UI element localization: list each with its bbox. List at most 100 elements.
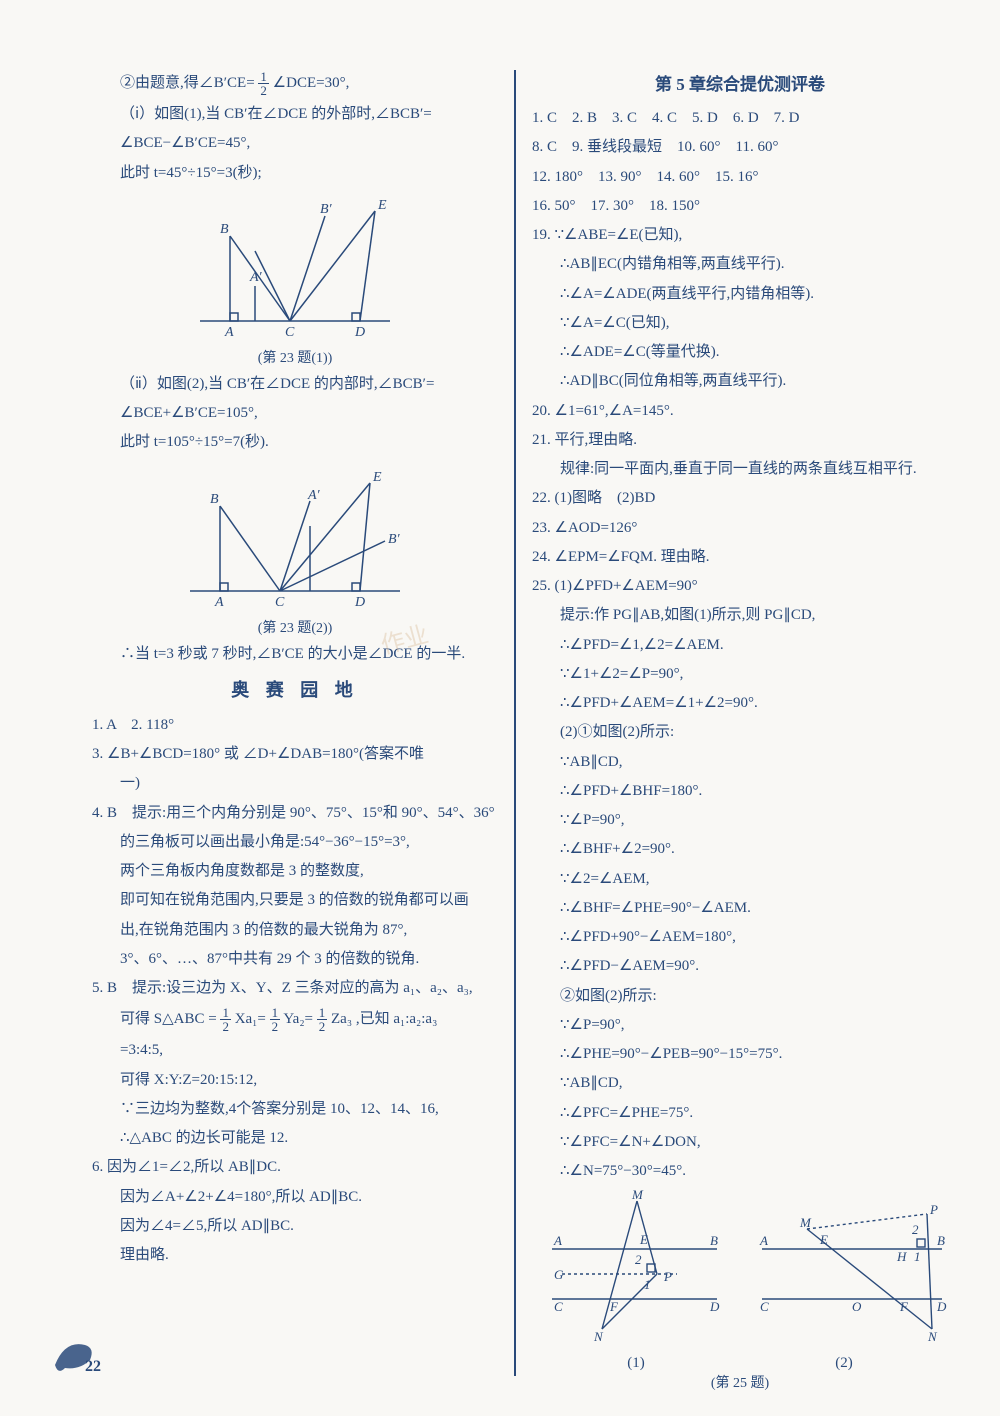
text-line: 4. B 提示:用三个内角分别是 90°、75°、15°和 90°、54°、36…	[92, 802, 498, 825]
text-line: 可得 X:Y:Z=20:15:12,	[92, 1069, 498, 1092]
label: E	[819, 1232, 828, 1247]
text: 可得 S△ABC =	[120, 1011, 217, 1027]
label: C	[275, 595, 285, 610]
label: P	[929, 1202, 938, 1217]
text-line: 3°、6°、…、87°中共有 29 个 3 的倍数的锐角.	[92, 948, 498, 971]
text: Za₃ ,已知 a₁:a₂:a₃	[331, 1011, 437, 1027]
text-line: 可得 S△ABC = 12 Xa₁= 12 Ya₂= 12 Za₃ ,已知 a₁…	[92, 1006, 498, 1033]
text-line: ∴∠PFD+∠BHF=180°.	[532, 780, 948, 803]
text-line: 23. ∠AOD=126°	[532, 517, 948, 540]
label: 1	[644, 1277, 651, 1292]
label: D	[936, 1299, 947, 1314]
right-column: 第 5 章综合提优测评卷 1. C 2. B 3. C 4. C 5. D 6.…	[520, 70, 960, 1376]
text-line: 5. B 提示:设三边为 X、Y、Z 三条对应的高为 a₁、a₂、a₃,	[92, 977, 498, 1000]
text-line: ∴∠A=∠ADE(两直线平行,内错角相等).	[532, 283, 948, 306]
label: F	[899, 1299, 909, 1314]
label: C	[760, 1299, 769, 1314]
figure-23-2: A A′ B B′ C D E	[170, 461, 420, 611]
frac-den: 2	[317, 1020, 328, 1033]
label: N	[927, 1329, 938, 1344]
text-line: ∵∠P=90°,	[532, 809, 948, 832]
text-line: ∴∠N=75°−30°=45°.	[532, 1160, 948, 1183]
label: B′	[320, 202, 333, 217]
text-line: ∴AD∥BC(同位角相等,两直线平行).	[532, 370, 948, 393]
text-line: 22. (1)图略 (2)BD	[532, 487, 948, 510]
label: B	[220, 222, 229, 237]
text-line: ∴△ABC 的边长可能是 12.	[92, 1127, 498, 1150]
frac-den: 2	[270, 1020, 281, 1033]
text: Xa₁=	[235, 1011, 266, 1027]
label: B′	[388, 532, 401, 547]
text-line: ∵∠A=∠C(已知),	[532, 312, 948, 335]
subfig-label: (2)	[835, 1355, 853, 1372]
text-line: (2)①如图(2)所示:	[532, 721, 948, 744]
frac-num: 1	[220, 1006, 231, 1020]
text-line: 16. 50° 17. 30° 18. 150°	[532, 195, 948, 218]
text-line: ②由题意,得∠B′CE= 1 2 ∠DCE=30°,	[92, 70, 498, 97]
text-line: （ⅰ）如图(1),当 CB′在∠DCE 的外部时,∠BCB′=	[92, 103, 498, 126]
text-line: 1. A 2. 118°	[92, 714, 498, 737]
column-divider	[514, 70, 516, 1376]
text-line: （ⅱ）如图(2),当 CB′在∠DCE 的内部时,∠BCB′=	[92, 373, 498, 396]
label: D	[354, 595, 365, 610]
frac-num: 1	[317, 1006, 328, 1020]
label: H	[896, 1249, 907, 1264]
label: C	[285, 325, 295, 340]
text-line: 25. (1)∠PFD+∠AEM=90°	[532, 575, 948, 598]
label: M	[631, 1189, 644, 1202]
text-line: 24. ∠EPM=∠FQM. 理由略.	[532, 546, 948, 569]
left-column: ②由题意,得∠B′CE= 1 2 ∠DCE=30°, （ⅰ）如图(1),当 CB…	[80, 70, 510, 1376]
text-line: 6. 因为∠1=∠2,所以 AB∥DC.	[92, 1156, 498, 1179]
text: ∠DCE=30°,	[273, 75, 350, 91]
text-line: ∠BCE+∠B′CE=105°,	[92, 402, 498, 425]
text-line: 出,在锐角范围内 3 的倍数的最大锐角为 87°,	[92, 919, 498, 942]
label: E	[639, 1232, 648, 1247]
page: ②由题意,得∠B′CE= 1 2 ∠DCE=30°, （ⅰ）如图(1),当 CB…	[80, 70, 960, 1376]
label: 1	[914, 1249, 921, 1264]
label: B	[937, 1233, 945, 1248]
text-line: 8. C 9. 垂线段最短 10. 60° 11. 60°	[532, 136, 948, 159]
figure-caption: (第 23 题(2))	[92, 617, 498, 637]
text-line: 因为∠A+∠2+∠4=180°,所以 AD∥BC.	[92, 1186, 498, 1209]
text-line: ∵三边均为整数,4个答案分别是 10、12、14、16,	[92, 1098, 498, 1121]
fraction: 12	[220, 1006, 231, 1033]
text-line: 规律:同一平面内,垂直于同一直线的两条直线互相平行.	[532, 458, 948, 481]
text-line: 即可知在锐角范围内,只要是 3 的倍数的锐角都可以画	[92, 889, 498, 912]
label: A	[759, 1233, 768, 1248]
chapter-title: 第 5 章综合提优测评卷	[532, 70, 948, 95]
figure-caption: (第 23 题(1))	[92, 347, 498, 367]
fraction: 1 2	[258, 70, 269, 97]
text-line: ∴∠PFD=∠1,∠2=∠AEM.	[532, 634, 948, 657]
text-line: 3. ∠B+∠BCD=180° 或 ∠D+∠DAB=180°(答案不唯	[92, 743, 498, 766]
text-line: 20. ∠1=61°,∠A=145°.	[532, 400, 948, 423]
frac-num: 1	[258, 70, 269, 84]
text-line: 1. C 2. B 3. C 4. C 5. D 6. D 7. D	[532, 107, 948, 130]
text-line: 提示:作 PG∥AB,如图(1)所示,则 PG∥CD,	[532, 604, 948, 627]
label: B	[710, 1233, 718, 1248]
label: A	[214, 595, 224, 610]
figure-23-1: A A′ B B′ C D E	[180, 191, 410, 341]
label: D	[354, 325, 365, 340]
label: A′	[307, 488, 321, 503]
figure-caption: (第 25 题)	[532, 1372, 948, 1392]
label: N	[593, 1329, 604, 1344]
label: G	[554, 1267, 564, 1282]
section-title: 奥 赛 园 地	[92, 676, 498, 702]
text-line: ∵∠PFC=∠N+∠DON,	[532, 1131, 948, 1154]
text-line: 的三角板可以画出最小角是:54°−36°−15°=3°,	[92, 831, 498, 854]
text-line: 理由略.	[92, 1244, 498, 1267]
label: P	[663, 1269, 672, 1284]
text-line: ∵∠1+∠2=∠P=90°,	[532, 663, 948, 686]
text-line: ∴AB∥EC(内错角相等,两直线平行).	[532, 253, 948, 276]
label: C	[554, 1299, 563, 1314]
text-line: =3:4:5,	[92, 1039, 498, 1062]
text-line: ∴当 t=3 秒或 7 秒时,∠B′CE 的大小是∠DCE 的一半.	[92, 643, 498, 666]
frac-num: 1	[270, 1006, 281, 1020]
label: 2	[912, 1222, 919, 1237]
text-line: ∵AB∥CD,	[532, 751, 948, 774]
text-line: ∴∠BHF=∠PHE=90°−∠AEM.	[532, 897, 948, 920]
text-line: ∠BCE−∠B′CE=45°,	[92, 132, 498, 155]
text-line: 此时 t=105°÷15°=7(秒).	[92, 431, 498, 454]
label: A	[553, 1233, 562, 1248]
label: E	[377, 198, 387, 213]
